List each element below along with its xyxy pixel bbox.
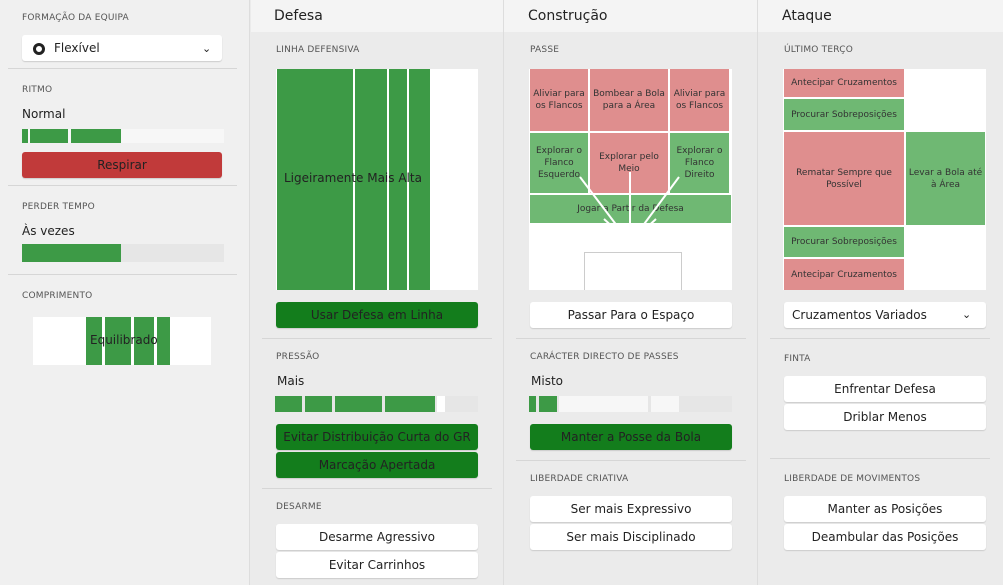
label: PRESSÃO (276, 352, 320, 362)
seg (437, 396, 445, 412)
seg (539, 396, 557, 412)
header-band (251, 0, 1003, 32)
divider (770, 458, 990, 459)
band (277, 69, 353, 290)
seg (559, 396, 648, 412)
value: Mais (277, 374, 305, 388)
label: FINTA (784, 354, 811, 364)
seg (335, 396, 382, 412)
label: PASSE (530, 45, 560, 55)
band (389, 69, 407, 290)
seg (22, 244, 121, 262)
divider (757, 0, 758, 585)
zone[interactable]: Antecipar Cruzamentos (784, 259, 904, 290)
button[interactable]: Usar Defesa em Linha (276, 302, 478, 328)
divider (8, 185, 237, 186)
slider (22, 244, 224, 262)
dropdown[interactable]: Cruzamentos Variados (784, 302, 986, 328)
divider (8, 274, 237, 275)
box (584, 252, 682, 290)
slider (529, 396, 732, 412)
zone[interactable]: Aliviar para os Flancos (670, 69, 729, 131)
label: DESARME (276, 502, 322, 512)
value: Às vezes (22, 224, 75, 238)
slider (22, 129, 224, 143)
button[interactable]: Ser mais Expressivo (530, 496, 732, 522)
divider (262, 488, 492, 489)
band (355, 69, 387, 290)
label: FORMAÇÃO DA EQUIPA (22, 13, 129, 23)
label: ÚLTIMO TERÇO (784, 45, 853, 55)
arrows (579, 172, 680, 244)
seg (30, 129, 68, 143)
label: LINHA DEFENSIVA (276, 45, 360, 55)
column-title: Defesa (274, 8, 323, 24)
button[interactable]: Evitar Carrinhos (276, 552, 478, 578)
seg (385, 396, 435, 412)
seg (71, 129, 121, 143)
zone[interactable]: Explorar o Flanco Direito (670, 133, 729, 193)
label: LIBERDADE CRIATIVA (530, 474, 629, 484)
divider (516, 338, 746, 339)
value: Equilibrado (90, 333, 158, 347)
zone[interactable]: Levar a Bola até à Área (906, 132, 985, 225)
seg (651, 396, 679, 412)
zone[interactable]: Explorar o Flanco Esquerdo (530, 133, 588, 193)
seg (22, 129, 28, 143)
button[interactable]: Enfrentar Defesa (784, 376, 986, 402)
divider (516, 460, 746, 461)
label: CARÁCTER DIRECTO DE PASSES (530, 352, 679, 362)
zone[interactable]: Antecipar Cruzamentos (784, 69, 904, 97)
button[interactable]: Desarme Agressivo (276, 524, 478, 550)
zone[interactable]: Bombear a Bola para a Área (590, 69, 668, 131)
label: PERDER TEMPO (22, 202, 95, 212)
button[interactable]: Manter a Posse da Bola (530, 424, 732, 450)
band (409, 69, 430, 290)
divider (503, 0, 504, 585)
length-graphic (33, 317, 211, 365)
pitch-label: Ligeiramente Mais Alta (284, 171, 422, 185)
chevron: ⌄ (962, 308, 972, 321)
value: Misto (531, 374, 563, 388)
zone[interactable]: Aliviar para os Flancos (530, 69, 588, 131)
column-title: Ataque (782, 8, 832, 24)
label: RITMO (22, 85, 53, 95)
zone[interactable]: Procurar Sobreposições (784, 227, 904, 257)
slider (275, 396, 478, 412)
button[interactable]: Deambular das Posições (784, 524, 986, 550)
chevron: ⌄ (202, 42, 212, 55)
label: COMPRIMENTO (22, 291, 93, 301)
band (105, 317, 131, 365)
button[interactable]: Driblar Menos (784, 404, 986, 430)
button[interactable]: Respirar (22, 152, 222, 178)
label: LIBERDADE DE MOVIMENTOS (784, 474, 921, 484)
value: Normal (22, 107, 66, 121)
divider (8, 68, 237, 69)
dropdown[interactable]: Flexível (22, 35, 222, 61)
pitch (276, 69, 478, 290)
seg (305, 396, 332, 412)
zone[interactable]: Rematar Sempre que Possível (784, 132, 904, 225)
icon (33, 43, 45, 55)
zone[interactable]: Procurar Sobreposições (784, 99, 904, 130)
button[interactable]: Passar Para o Espaço (530, 302, 732, 328)
button[interactable]: Evitar Distribuição Curta do GR (276, 424, 478, 450)
button[interactable]: Manter as Posições (784, 496, 986, 522)
seg (275, 396, 302, 412)
band (134, 317, 154, 365)
button[interactable]: Ser mais Disciplinado (530, 524, 732, 550)
band (157, 317, 170, 365)
band (86, 317, 102, 365)
column-title: Construção (528, 8, 608, 24)
divider (262, 338, 492, 339)
button[interactable]: Marcação Apertada (276, 452, 478, 478)
seg (529, 396, 536, 412)
sidebar (0, 0, 250, 585)
divider (770, 338, 990, 339)
